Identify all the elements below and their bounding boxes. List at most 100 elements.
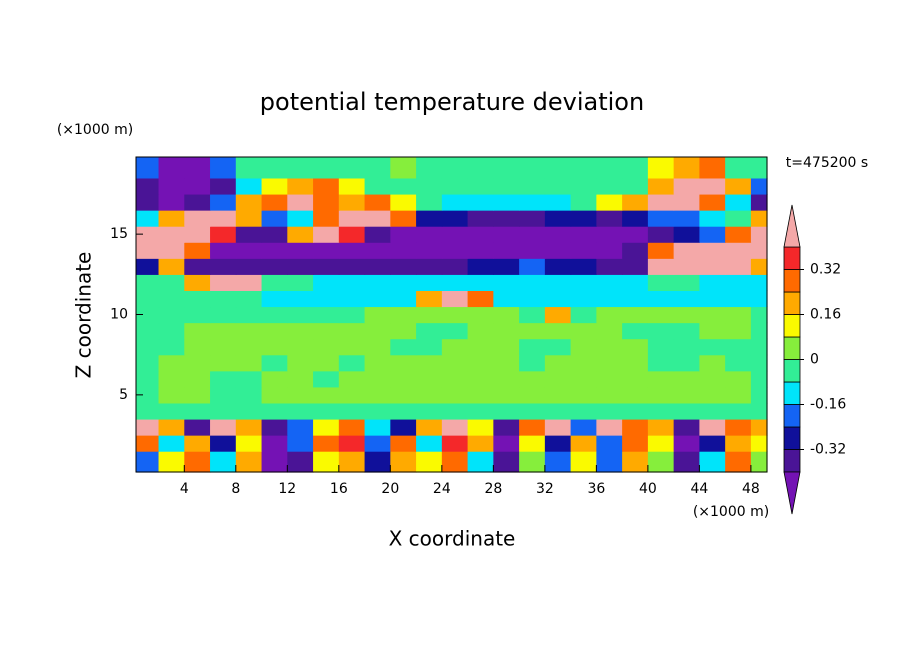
field-cell — [364, 242, 391, 259]
field-cell — [647, 418, 675, 436]
field-cell — [519, 402, 546, 420]
field-cell — [647, 386, 675, 404]
field-cell — [390, 338, 417, 356]
field-cell — [493, 322, 520, 340]
field-cell — [158, 210, 185, 227]
field-cell — [570, 418, 597, 436]
field-cell — [570, 242, 597, 259]
field-cell — [519, 210, 546, 227]
field-cell — [338, 242, 366, 259]
colorbar-segment — [783, 426, 801, 450]
field-cell — [235, 338, 263, 356]
field-cell — [313, 177, 340, 195]
field-cell — [750, 210, 768, 227]
field-cell — [725, 418, 752, 436]
field-cell — [441, 258, 469, 275]
field-cell — [519, 177, 546, 195]
field-cell — [261, 242, 288, 259]
field-cell — [493, 402, 520, 420]
field-cell — [750, 370, 768, 388]
field-cell — [519, 451, 546, 473]
field-cell — [699, 274, 726, 291]
field-cell — [467, 157, 494, 179]
field-cell — [570, 274, 597, 291]
field-cell — [416, 157, 443, 179]
field-cell — [261, 226, 288, 243]
field-cell — [622, 306, 649, 324]
field-cell — [493, 193, 520, 211]
field-cell — [261, 370, 288, 388]
field-cell — [750, 338, 768, 356]
field-cell — [136, 322, 160, 340]
x-tick-label: 48 — [742, 481, 760, 497]
colorbar-high-triangle — [783, 204, 801, 248]
field-cell — [416, 354, 443, 372]
field-cell — [596, 322, 623, 340]
field-cell — [235, 451, 263, 473]
colorbar-segment — [783, 246, 801, 270]
field-cell — [261, 338, 288, 356]
field-cell — [647, 402, 675, 420]
field-cell — [570, 210, 597, 227]
field-cell — [673, 258, 700, 275]
field-cell — [647, 210, 675, 227]
field-cell — [750, 242, 768, 259]
field-cell — [158, 290, 185, 308]
chart-title: potential temperature deviation — [260, 88, 644, 116]
field-cell — [184, 177, 211, 195]
field-cell — [596, 435, 623, 452]
field-cell — [136, 451, 160, 473]
field-cell — [699, 418, 726, 436]
field-cell — [136, 306, 160, 324]
field-cell — [596, 354, 623, 372]
field-cell — [287, 177, 314, 195]
field-cell — [622, 157, 649, 179]
field-cell — [210, 322, 237, 340]
field-cell — [467, 354, 494, 372]
x-unit: (×1000 m) — [693, 504, 769, 520]
field-cell — [441, 193, 469, 211]
field-cell — [570, 451, 597, 473]
field-cell — [390, 274, 417, 291]
field-cell — [158, 177, 185, 195]
field-cell — [235, 157, 263, 179]
field-cell — [261, 290, 288, 308]
field-cell — [673, 418, 700, 436]
field-cell — [158, 322, 185, 340]
field-cell — [647, 258, 675, 275]
field-cell — [596, 157, 623, 179]
field-cell — [184, 354, 211, 372]
field-cell — [210, 226, 237, 243]
field-cell — [287, 258, 314, 275]
field-cell — [136, 242, 160, 259]
field-cell — [441, 306, 469, 324]
field-cell — [158, 258, 185, 275]
field-cell — [493, 210, 520, 227]
field-cell — [647, 274, 675, 291]
field-cell — [338, 258, 366, 275]
field-cell — [622, 418, 649, 436]
field-cell — [725, 226, 752, 243]
x-tick-label: 36 — [587, 481, 605, 497]
field-cell — [313, 242, 340, 259]
field-cell — [136, 435, 160, 452]
field-cell — [441, 157, 469, 179]
field-cell — [519, 370, 546, 388]
field-cell — [519, 193, 546, 211]
field-cell — [390, 226, 417, 243]
field-cell — [673, 370, 700, 388]
x-tick-label: 40 — [639, 481, 657, 497]
field-cell — [338, 210, 366, 227]
x-tick-label: 4 — [180, 481, 189, 497]
field-cell — [699, 338, 726, 356]
field-cell — [184, 322, 211, 340]
colorbar-tick-label: 0 — [810, 352, 819, 368]
field-cell — [364, 290, 391, 308]
field-cell — [570, 435, 597, 452]
field-cell — [467, 258, 494, 275]
field-cell — [622, 193, 649, 211]
field-cell — [519, 157, 546, 179]
field-cell — [622, 451, 649, 473]
field-cell — [673, 274, 700, 291]
field-cell — [313, 338, 340, 356]
